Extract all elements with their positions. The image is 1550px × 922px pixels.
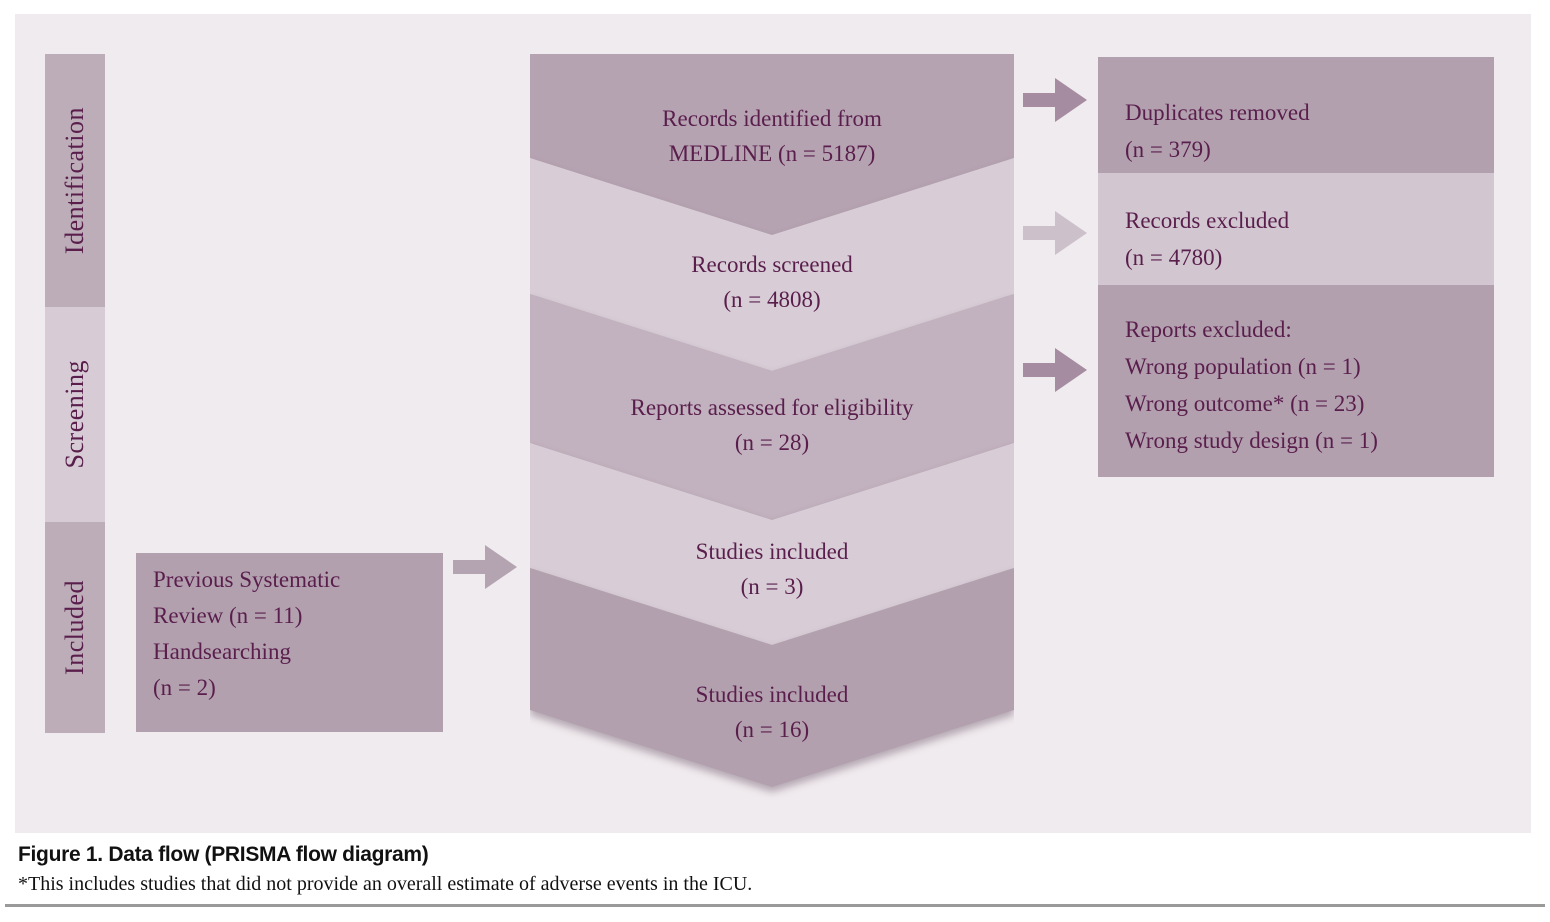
arrow-source-to-flow-icon <box>453 545 517 589</box>
box-line: (n = 2) <box>153 675 216 700</box>
chevron-line: (n = 28) <box>734 430 810 455</box>
box-duplicates-removed: Duplicates removed (n = 379) <box>1098 57 1494 173</box>
box-line: Handsearching <box>153 639 291 664</box>
chevron-line: Reports assessed for eligibility <box>630 395 914 420</box>
phase-bar-screening: Screening <box>45 307 105 522</box>
flow-chevron-stack <box>530 54 1014 787</box>
chevron-records-screened <box>530 158 1014 371</box>
chevron-label-records-screened: Records screened (n = 4808) <box>530 247 1014 317</box>
chevron-records-identified <box>530 54 1014 235</box>
box-line: (n = 379) <box>1125 137 1211 162</box>
arrow-duplicates-removed-icon <box>1023 78 1087 122</box>
arrow-records-excluded-icon <box>1023 211 1087 255</box>
chevron-line: MEDLINE (n = 5187) <box>668 141 876 166</box>
chevron-line: (n = 16) <box>734 717 810 742</box>
box-line: Review (n = 11) <box>153 603 303 628</box>
chevron-line: Records screened <box>691 252 853 277</box>
box-records-excluded: Records excluded (n = 4780) <box>1098 173 1494 285</box>
box-line: Reports excluded: <box>1125 317 1292 342</box>
phase-label-identification: Identification <box>60 106 89 255</box>
chevron-line: (n = 3) <box>740 574 804 599</box>
chevron-line: Records identified from <box>662 106 882 131</box>
box-line: Wrong study design (n = 1) <box>1125 428 1378 453</box>
chevron-studies-included-16 <box>530 568 1014 787</box>
arrow-reports-excluded-icon <box>1023 348 1087 392</box>
box-reports-excluded: Reports excluded: Wrong population (n = … <box>1098 285 1494 477</box>
chevron-label-studies-included-16: Studies included (n = 16) <box>530 677 1014 747</box>
figure-caption: Figure 1. Data flow (PRISMA flow diagram… <box>18 843 429 866</box>
box-line: (n = 4780) <box>1125 245 1223 270</box>
bottom-rule <box>5 904 1545 907</box>
chevron-studies-included-3 <box>530 443 1014 645</box>
chevron-label-studies-included-3: Studies included (n = 3) <box>530 534 1014 604</box>
phase-label-screening: Screening <box>60 360 89 469</box>
box-line: Previous Systematic <box>153 567 341 592</box>
box-line: Wrong outcome* (n = 23) <box>1125 391 1365 416</box>
chevron-line: (n = 4808) <box>723 287 821 312</box>
chevron-reports-assessed <box>530 294 1014 520</box>
chevron-label-records-identified: Records identified from MEDLINE (n = 518… <box>530 101 1014 171</box>
phase-bar-identification: Identification <box>45 54 105 307</box>
box-line: Wrong population (n = 1) <box>1125 354 1361 379</box>
box-line: Records excluded <box>1125 208 1290 233</box>
chevron-line: Studies included <box>695 539 849 564</box>
chevron-label-reports-assessed: Reports assessed for eligibility (n = 28… <box>530 390 1014 460</box>
phase-label-included: Included <box>60 580 89 675</box>
figure-footnote: *This includes studies that did not prov… <box>18 873 753 895</box>
chevron-line: Studies included <box>695 682 849 707</box>
phase-bar-included: Included <box>45 522 105 733</box>
box-previous-sources: Previous Systematic Review (n = 11) Hand… <box>136 553 443 732</box>
box-line: Duplicates removed <box>1125 100 1310 125</box>
